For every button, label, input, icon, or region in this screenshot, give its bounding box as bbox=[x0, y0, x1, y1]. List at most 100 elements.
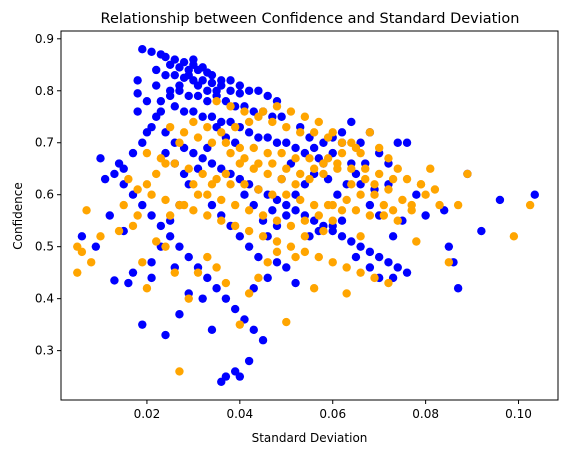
scatter-point-s1-46 bbox=[365, 211, 375, 220]
scatter-point-s1-121 bbox=[393, 164, 402, 173]
scatter-point-s1-59 bbox=[244, 226, 254, 236]
scatter-point-s1-27 bbox=[402, 174, 412, 184]
scatter-point-s1-133 bbox=[203, 122, 212, 132]
scatter-point-s1-114 bbox=[412, 237, 421, 246]
y-tick-label: 0.8 bbox=[35, 84, 54, 98]
scatter-point-s0-225 bbox=[128, 148, 138, 158]
scatter-point-s0-108 bbox=[156, 221, 166, 231]
scatter-point-s0-29 bbox=[184, 91, 193, 101]
scatter-point-s1-37 bbox=[240, 180, 249, 189]
y-tick-label: 0.4 bbox=[35, 292, 54, 306]
scatter-point-s1-34 bbox=[198, 169, 207, 179]
scatter-point-s0-119 bbox=[258, 336, 268, 345]
scatter-point-s0-143 bbox=[282, 263, 291, 272]
scatter-point-s1-40 bbox=[282, 190, 291, 199]
y-axis: 0.3 0.4 0.5 0.6 0.7 0.8 0.9 bbox=[35, 32, 61, 358]
scatter-point-s1-103 bbox=[370, 190, 379, 199]
scatter-point-s1-164 bbox=[361, 174, 370, 184]
scatter-point-s1-73 bbox=[86, 258, 96, 267]
scatter-point-s1-147 bbox=[286, 221, 296, 231]
scatter-point-s1-141 bbox=[203, 190, 212, 199]
scatter-point-s0-113 bbox=[203, 273, 212, 283]
scatter-point-s0-54 bbox=[263, 133, 272, 142]
scatter-point-s0-126 bbox=[110, 276, 119, 285]
scatter-point-s1-179 bbox=[165, 211, 175, 220]
scatter-point-s1-63 bbox=[300, 247, 310, 257]
scatter-point-s1-33 bbox=[184, 164, 193, 173]
scatter-point-s0-134 bbox=[207, 325, 217, 335]
y-tick-label: 0.3 bbox=[35, 344, 54, 358]
scatter-point-s0-3 bbox=[161, 52, 170, 62]
scatter-point-s1-167 bbox=[254, 159, 263, 168]
scatter-point-s0-70 bbox=[133, 107, 142, 116]
scatter-point-s0-223 bbox=[147, 122, 156, 132]
scatter-point-s0-212 bbox=[207, 70, 217, 80]
scatter-point-s0-69 bbox=[402, 138, 412, 147]
scatter-point-s0-87 bbox=[291, 206, 300, 215]
scatter-point-s0-43 bbox=[156, 96, 166, 106]
scatter-point-s1-47 bbox=[379, 211, 389, 220]
x-axis-label: Standard Deviation bbox=[252, 431, 368, 445]
scatter-point-s0-125 bbox=[124, 278, 133, 288]
scatter-point-s1-168 bbox=[268, 159, 277, 168]
scatter-point-s1-20 bbox=[305, 154, 314, 163]
scatter-point-s1-72 bbox=[82, 206, 91, 215]
scatter-point-s0-111 bbox=[184, 252, 193, 262]
scatter-point-s0-98 bbox=[393, 263, 402, 272]
scatter-point-s0-97 bbox=[384, 258, 393, 267]
scatter-point-s1-148 bbox=[300, 216, 310, 225]
scatter-point-s0-26 bbox=[152, 81, 161, 90]
scatter-point-s0-0 bbox=[138, 44, 147, 54]
scatter-point-s0-193 bbox=[235, 232, 245, 241]
scatter-point-s1-14 bbox=[221, 138, 231, 147]
scatter-point-s0-226 bbox=[119, 164, 128, 173]
scatter-point-s0-224 bbox=[138, 138, 147, 147]
scatter-point-s1-170 bbox=[296, 169, 305, 179]
scatter-point-s0-114 bbox=[212, 284, 221, 293]
scatter-point-s1-61 bbox=[272, 237, 282, 246]
scatter-point-s1-110 bbox=[435, 200, 444, 210]
scatter-point-s1-176 bbox=[207, 180, 217, 189]
scatter-point-s0-220 bbox=[175, 81, 184, 90]
scatter-point-s0-194 bbox=[244, 242, 254, 251]
x-tick-label: 0.04 bbox=[226, 407, 253, 421]
scatter-point-s1-150 bbox=[328, 200, 337, 210]
scatter-point-s1-125 bbox=[314, 117, 323, 127]
y-tick-label: 0.9 bbox=[35, 32, 54, 46]
scatter-point-s0-106 bbox=[138, 200, 147, 210]
scatter-point-s1-57 bbox=[217, 216, 226, 225]
scatter-point-s0-210 bbox=[189, 55, 198, 64]
scatter-point-s0-92 bbox=[337, 232, 347, 241]
scatter-point-s1-1 bbox=[226, 102, 235, 111]
scatter-point-s1-166 bbox=[240, 154, 249, 163]
scatter-point-s0-48 bbox=[207, 112, 217, 121]
scatter-point-s1-154 bbox=[384, 185, 393, 194]
scatter-point-s1-124 bbox=[328, 128, 337, 137]
scatter-point-s1-171 bbox=[309, 164, 319, 173]
scatter-point-s0-57 bbox=[291, 143, 300, 153]
scatter-point-s0-136 bbox=[221, 372, 231, 381]
scatter-point-s1-136 bbox=[161, 159, 170, 168]
scatter-point-s1-165 bbox=[226, 148, 235, 158]
scatter-point-s1-32 bbox=[170, 159, 179, 168]
plot-frame bbox=[60, 30, 559, 401]
scatter-point-s1-38 bbox=[254, 185, 263, 194]
scatter-point-s1-17 bbox=[263, 148, 272, 158]
scatter-point-s1-10 bbox=[165, 122, 175, 132]
scatter-point-s1-78 bbox=[128, 221, 138, 231]
scatter-point-s1-4 bbox=[268, 117, 277, 127]
scatter-point-s1-127 bbox=[286, 107, 296, 116]
scatter-point-s1-80 bbox=[142, 284, 152, 293]
scatter-point-s0-107 bbox=[147, 211, 156, 220]
scatter-point-s0-118 bbox=[249, 325, 258, 335]
scatter-point-s0-122 bbox=[105, 211, 114, 220]
scatter-point-s0-157 bbox=[444, 242, 454, 251]
scatter-point-s0-52 bbox=[244, 128, 254, 137]
scatter-point-s0-77 bbox=[198, 154, 207, 163]
scatter-point-s1-112 bbox=[453, 200, 463, 210]
scatter-point-s0-7 bbox=[165, 60, 175, 69]
scatter-point-s0-101 bbox=[100, 174, 110, 184]
scatter-point-s1-173 bbox=[337, 148, 347, 158]
scatter-point-s1-144 bbox=[244, 206, 254, 215]
scatter-point-s1-9 bbox=[337, 138, 347, 147]
